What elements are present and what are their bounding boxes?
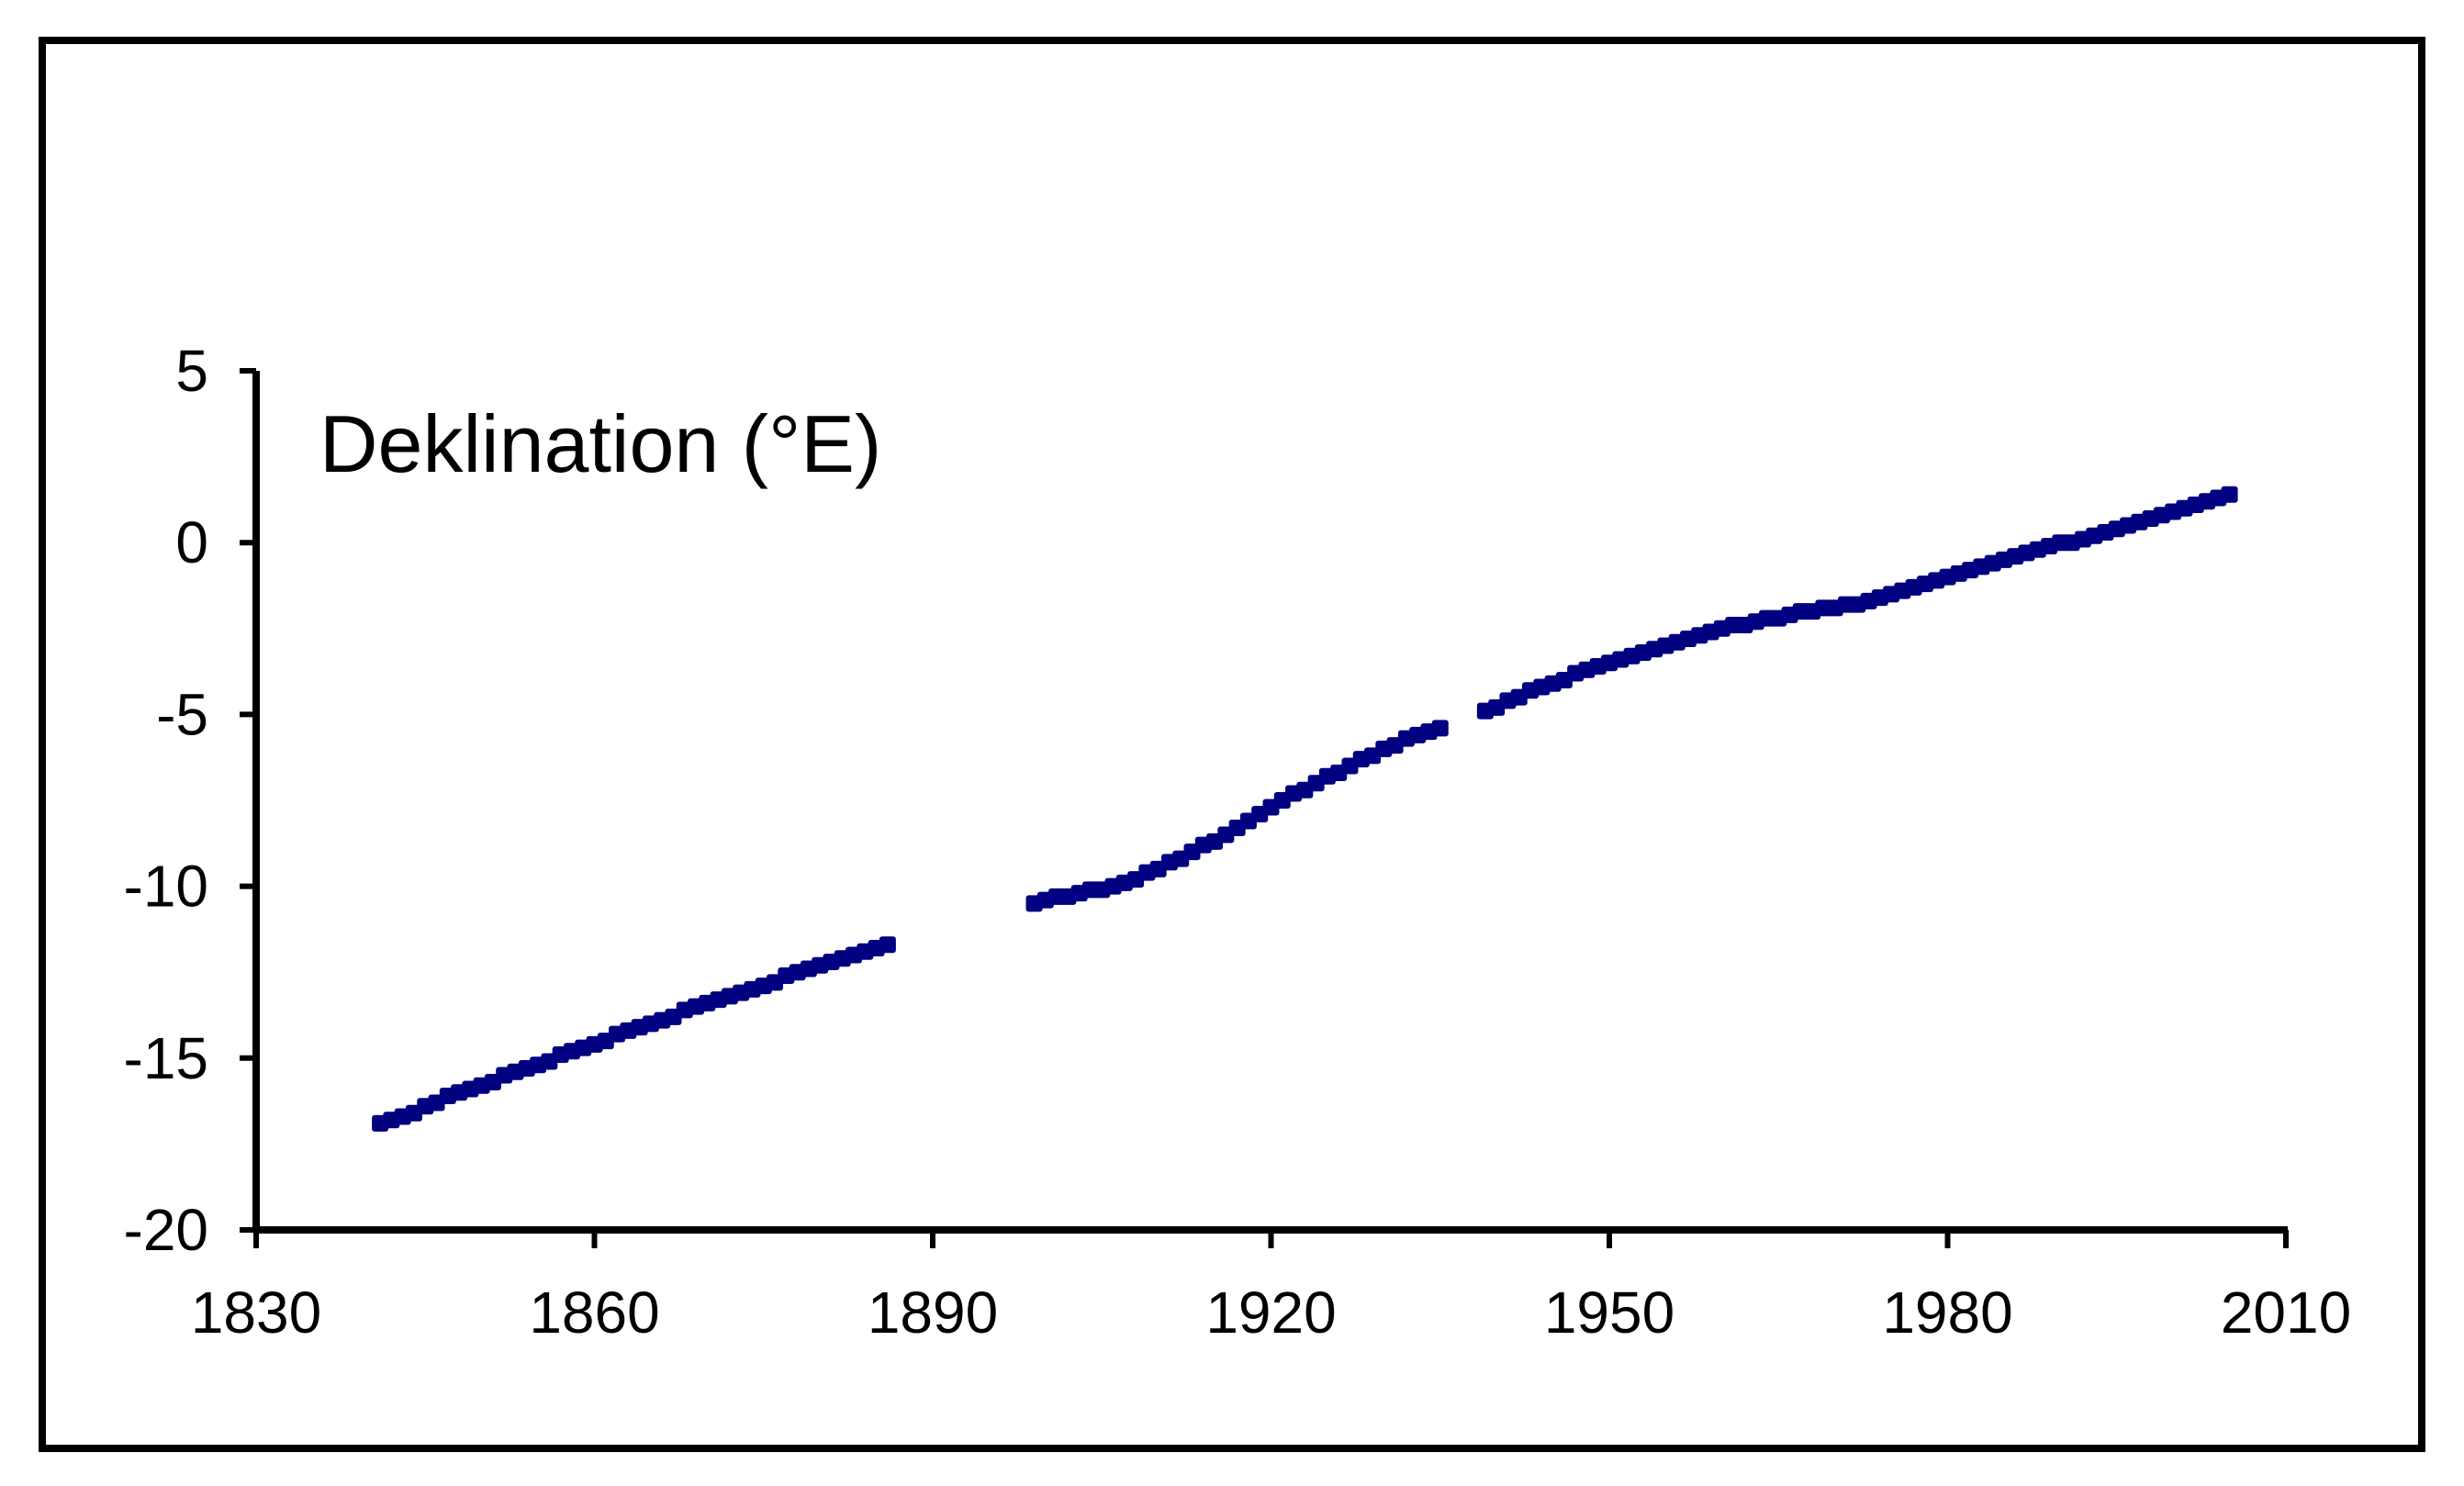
x-tick-label: 1950 [1544,1279,1674,1346]
plot-points [372,486,2238,1132]
x-tick-label: 2010 [2221,1279,2351,1346]
y-tick-label: -20 [124,1197,209,1263]
data-point [879,936,896,954]
data-point [2221,486,2238,503]
x-tick-label: 1920 [1205,1279,1336,1346]
inner-label: Deklination (°E) [319,398,881,489]
y-tick-label: -15 [124,1025,209,1091]
x-tick-label: 1830 [191,1279,321,1346]
x-tick-label: 1980 [1882,1279,2012,1346]
data-point [1431,720,1449,737]
chart-frame [39,37,2425,1452]
y-tick-label: 5 [175,338,208,404]
y-tick-label: 0 [175,509,208,575]
axes: 5 0 -5 -10 -15 -20 1830 1860 1890 1920 1950 1980 201… [124,338,2352,1346]
y-tick-label: -5 [156,681,208,747]
x-tick-label: 1890 [868,1279,998,1346]
y-tick-label: -10 [124,854,209,920]
x-tick-label: 1860 [529,1279,659,1346]
